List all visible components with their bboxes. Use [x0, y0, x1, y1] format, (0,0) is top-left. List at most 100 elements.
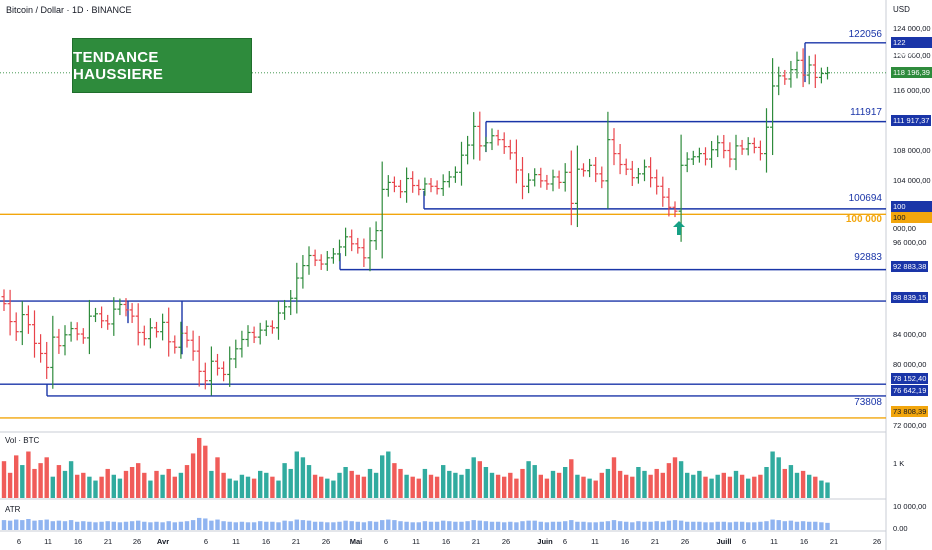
atr-bar — [160, 522, 165, 530]
volume-bar — [117, 478, 123, 498]
volume-bar — [1, 461, 7, 498]
level-label-100694: 100694 — [848, 193, 882, 204]
atr-bar — [733, 521, 739, 530]
volume-bar — [483, 467, 489, 498]
volume-bar — [233, 480, 238, 498]
atr-bar — [794, 521, 800, 530]
volume-bar — [325, 478, 330, 498]
volume-bar — [630, 476, 635, 498]
atr-bar — [502, 522, 507, 530]
volume-bar — [99, 476, 104, 498]
atr-bar — [62, 521, 68, 530]
volume-bar — [203, 445, 208, 498]
volume-bar — [514, 478, 519, 498]
atr-bar — [245, 522, 251, 530]
atr-bar — [556, 521, 562, 530]
price-tag-100000: 100 000,00 — [891, 212, 932, 233]
time-tick: 21 — [471, 537, 481, 546]
atr-bar — [544, 522, 550, 530]
price-tick: 108 000,00 — [893, 146, 931, 155]
atr-bar — [81, 521, 86, 530]
atr-bar — [294, 519, 299, 530]
level-label-92883: 92883 — [854, 252, 882, 263]
volume-bar — [349, 470, 354, 498]
volume-bar — [190, 453, 196, 498]
atr-bar — [721, 521, 726, 530]
time-tick-month: Juill — [716, 537, 732, 546]
atr-bar — [258, 521, 263, 530]
atr-pane-title[interactable]: ATR — [5, 505, 21, 514]
atr-bar — [1, 520, 7, 530]
price-tag-100694: 100 694,88 — [891, 201, 932, 222]
atr-bar — [666, 520, 672, 530]
time-tick: 26 — [321, 537, 331, 546]
volume-bar — [617, 470, 623, 498]
atr-bar — [685, 521, 690, 530]
atr-bar — [251, 522, 257, 530]
time-tick: 11 — [412, 537, 420, 546]
volume-bar — [471, 457, 476, 498]
volume-bar — [581, 476, 586, 498]
volume-bar — [355, 474, 360, 498]
volume-bar — [550, 470, 556, 498]
atr-bar — [184, 521, 190, 530]
atr-bar — [361, 522, 367, 530]
atr-bar — [465, 521, 470, 530]
volume-bar — [398, 468, 403, 498]
atr-bar — [312, 521, 318, 530]
atr-bar — [630, 522, 635, 530]
currency-label: USD — [893, 5, 910, 14]
atr-bar — [514, 522, 519, 530]
symbol-title[interactable]: Bitcoin / Dollar · 1D · BINANCE — [6, 5, 132, 15]
volume-bar — [727, 476, 733, 498]
atr-bar — [197, 517, 202, 530]
volume-bar — [739, 474, 745, 498]
atr-tick: 0.00 — [893, 524, 908, 533]
atr-bar — [325, 522, 330, 530]
atr-bar — [538, 521, 543, 530]
volume-bar — [251, 478, 257, 498]
time-tick: 11 — [44, 537, 52, 546]
atr-bar — [447, 521, 452, 530]
volume-bar — [26, 451, 31, 498]
time-tick: 21 — [829, 537, 839, 546]
atr-bar — [129, 521, 135, 530]
atr-bar — [441, 520, 446, 530]
volume-bar — [544, 478, 550, 498]
atr-bar — [508, 521, 513, 530]
atr-bar — [672, 520, 678, 530]
atr-bar — [166, 521, 171, 530]
volume-pane-title[interactable]: Vol · BTC — [5, 436, 40, 445]
atr-bar — [825, 522, 830, 530]
time-tick: 26 — [501, 537, 511, 546]
volume-bar — [636, 467, 641, 498]
volume-bar — [709, 478, 714, 498]
volume-bar — [654, 468, 659, 498]
atr-bar — [526, 520, 531, 530]
volume-bar — [136, 463, 141, 498]
volume-bar — [294, 451, 299, 498]
price-tag-76642: 76 642,19 — [891, 385, 929, 396]
atr-bar — [26, 519, 31, 530]
volume-bar — [367, 468, 373, 498]
time-tick: 11 — [591, 537, 599, 546]
atr-bar — [434, 521, 440, 530]
volume-bar — [556, 472, 562, 498]
volume-bar — [752, 476, 757, 498]
atr-bar — [398, 521, 403, 530]
atr-bar — [813, 521, 818, 530]
price-tag-92883: 92 883,38 — [891, 261, 929, 272]
atr-bar — [221, 521, 226, 530]
volume-bar — [50, 476, 55, 498]
atr-bar — [489, 521, 495, 530]
atr-bar — [93, 522, 98, 530]
volume-bar — [184, 465, 190, 498]
volume-bar — [575, 474, 580, 498]
volume-bar — [489, 472, 495, 498]
atr-bar — [264, 521, 269, 530]
time-tick: 26 — [872, 537, 882, 546]
atr-bar — [142, 521, 147, 530]
atr-bar — [459, 521, 464, 530]
volume-bar — [142, 472, 147, 498]
